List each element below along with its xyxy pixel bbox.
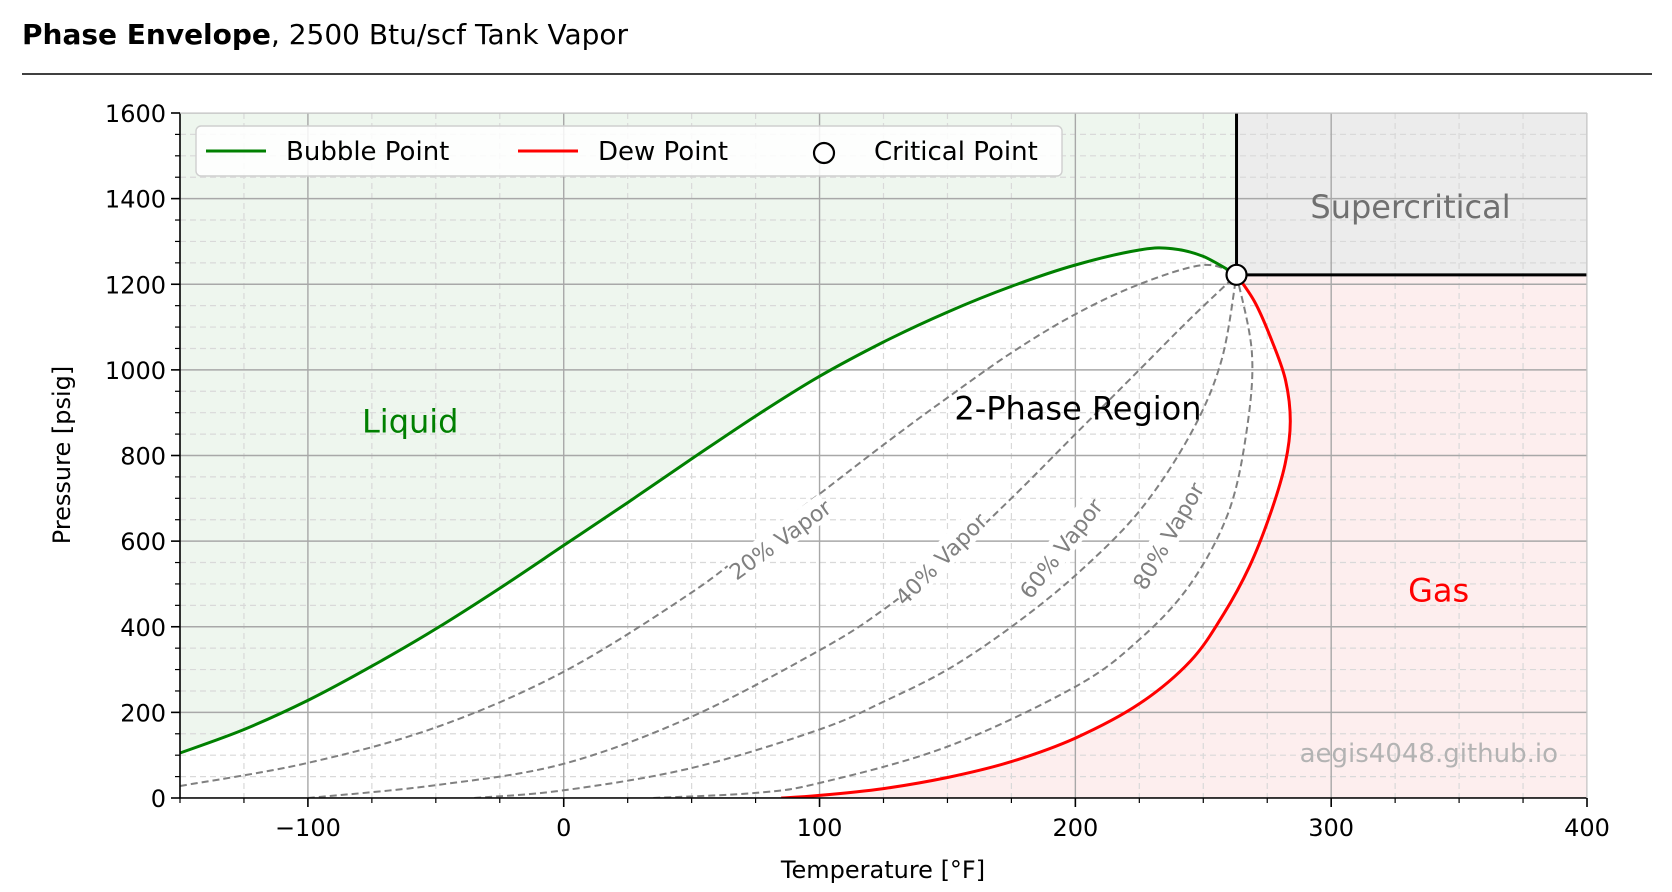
x-tick-label: −100: [275, 814, 341, 842]
x-tick-label: 100: [797, 814, 843, 842]
x-axis-label: Temperature [°F]: [780, 856, 985, 884]
quality-label-group: 40% Vapor: [890, 508, 994, 611]
x-tick-label: 400: [1564, 814, 1610, 842]
supercritical-boundary: [1225, 113, 1587, 286]
x-tick-label: 0: [556, 814, 571, 842]
y-tick-label: 600: [120, 528, 166, 556]
y-tick-label: 1600: [105, 100, 166, 128]
y-tick-label: 1000: [105, 357, 166, 385]
dew-point-line: [781, 273, 1292, 798]
quality-label-bg: [724, 494, 834, 584]
region-label-gas: Gas: [1408, 571, 1469, 609]
y-tick-label: 1400: [105, 186, 166, 214]
watermark: aegis4048.github.io: [1300, 739, 1558, 769]
grid: [180, 113, 1587, 798]
quality-label-4: 80% Vapor: [1129, 478, 1211, 595]
quality-line-q80: [653, 274, 1254, 798]
region-fills: [180, 113, 1587, 798]
axis-ticks: −100 0 100 200 300 400 0 200 400 600 800 1000 1200 14…: [105, 100, 1610, 842]
x-tick-label: 300: [1308, 814, 1354, 842]
region-label-supercritical: Supercritical: [1310, 188, 1510, 226]
quality-label-bg: [890, 508, 991, 609]
envelope-lines: [180, 246, 1292, 798]
legend: Bubble Point Dew Point Critical Point: [195, 125, 1063, 177]
quality-line-q60: [474, 274, 1238, 798]
legend-dew-label: Dew Point: [598, 137, 728, 167]
quality-label-3: 60% Vapor: [1016, 494, 1110, 604]
gas-region-fill: [781, 274, 1587, 798]
region-label-liquid: Liquid: [362, 402, 459, 440]
y-tick-label: 400: [120, 614, 166, 642]
chart-title-rest: , 2500 Btu/scf Tank Vapor: [271, 18, 629, 51]
quality-line-q40: [307, 274, 1238, 798]
quality-label-bg: [1014, 494, 1107, 602]
critical-point-marker: [1225, 263, 1248, 286]
y-tick-label: 800: [120, 443, 166, 471]
x-tick-label: 200: [1052, 814, 1098, 842]
quality-label-2: 40% Vapor: [891, 508, 994, 611]
region-label-two_phase: 2-Phase Region: [954, 389, 1201, 427]
legend-critical-label: Critical Point: [874, 137, 1038, 167]
y-tick-label: 1200: [105, 271, 166, 299]
legend-critical-swatch: [812, 141, 836, 165]
chart-title: Phase Envelope, 2500 Btu/scf Tank Vapor: [22, 18, 629, 51]
bubble-point-line: [180, 246, 1238, 755]
chart-title-bold: Phase Envelope: [22, 18, 271, 51]
supercritical-region-fill: [1236, 113, 1587, 275]
y-tick-label: 0: [151, 785, 166, 813]
legend-box: [195, 125, 1063, 177]
y-axis-label: Pressure [psig]: [48, 366, 76, 544]
region-labels: Liquid 2-Phase Region Gas Supercritical: [362, 188, 1511, 609]
quality-label-group: 60% Vapor: [1014, 494, 1110, 604]
legend-bubble-label: Bubble Point: [286, 137, 449, 167]
liquid-region-fill: [180, 113, 1237, 753]
quality-label-bg: [1127, 478, 1208, 593]
y-tick-label: 200: [120, 699, 166, 727]
